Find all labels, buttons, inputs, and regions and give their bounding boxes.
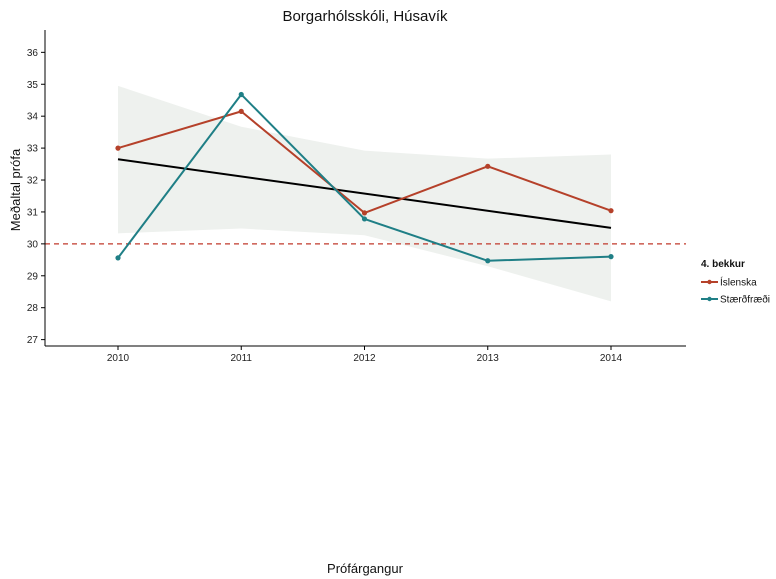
legend-marker-staerdfraedi	[707, 296, 712, 302]
x-tick-label-2010: 2010	[107, 353, 130, 364]
y-axis-title: Meðaltal prófa	[8, 148, 23, 231]
point-staerdfraedi-2011	[238, 91, 244, 98]
y-tick-label-28: 28	[27, 303, 39, 314]
x-tick-label-2011: 2011	[230, 353, 252, 364]
y-tick-label-34: 34	[27, 112, 39, 123]
x-tick-label-2013: 2013	[477, 353, 500, 364]
y-tick-label-36: 36	[27, 48, 39, 59]
chart-title: Borgarhólsskóli, Húsavík	[282, 8, 448, 25]
legend-label-staerdfraedi: Stærðfræði	[720, 294, 770, 306]
point-islenska-2011	[238, 108, 244, 114]
point-staerdfraedi-2012	[361, 216, 368, 222]
x-tick-label-2012: 2012	[353, 353, 376, 364]
axes	[44, 30, 686, 347]
trend-line-layer	[117, 158, 612, 229]
y-tick-label-30: 30	[27, 239, 39, 250]
legend-title: 4. bekkur	[701, 259, 745, 270]
y-tick-label-33: 33	[27, 144, 39, 155]
y-ticks: 27 28 29 30 31 32 33 34 35 36	[27, 48, 45, 346]
legend-item-staerdfraedi: Stærðfræði	[701, 294, 770, 306]
y-tick-label-27: 27	[27, 335, 39, 346]
x-tick-label-2014: 2014	[600, 353, 623, 364]
point-islenska-2014	[608, 208, 614, 214]
point-islenska-2013	[485, 163, 491, 169]
series-islenska	[115, 108, 614, 216]
legend: 4. bekkur Íslenska Stærðfræði	[701, 259, 770, 306]
point-staerdfraedi-2014	[608, 254, 614, 260]
y-tick-label-32: 32	[27, 176, 39, 187]
point-islenska-2012	[361, 210, 368, 216]
point-staerdfraedi-2010	[115, 255, 121, 261]
x-axis-title: Prófárgangur	[327, 561, 404, 576]
y-tick-label-29: 29	[27, 271, 39, 282]
legend-item-islenska: Íslenska	[701, 276, 757, 289]
series-staerdfraedi	[115, 91, 614, 264]
x-ticks: 2010 2011 2012 2013 2014	[107, 346, 623, 364]
point-islenska-2010	[115, 145, 121, 151]
trend-line	[117, 158, 612, 229]
y-tick-label-35: 35	[27, 80, 39, 91]
point-staerdfraedi-2013	[485, 258, 491, 264]
legend-label-islenska: Íslenska	[720, 276, 757, 289]
legend-marker-islenska	[707, 279, 712, 285]
y-tick-label-31: 31	[27, 207, 39, 218]
series-layer	[115, 91, 614, 264]
